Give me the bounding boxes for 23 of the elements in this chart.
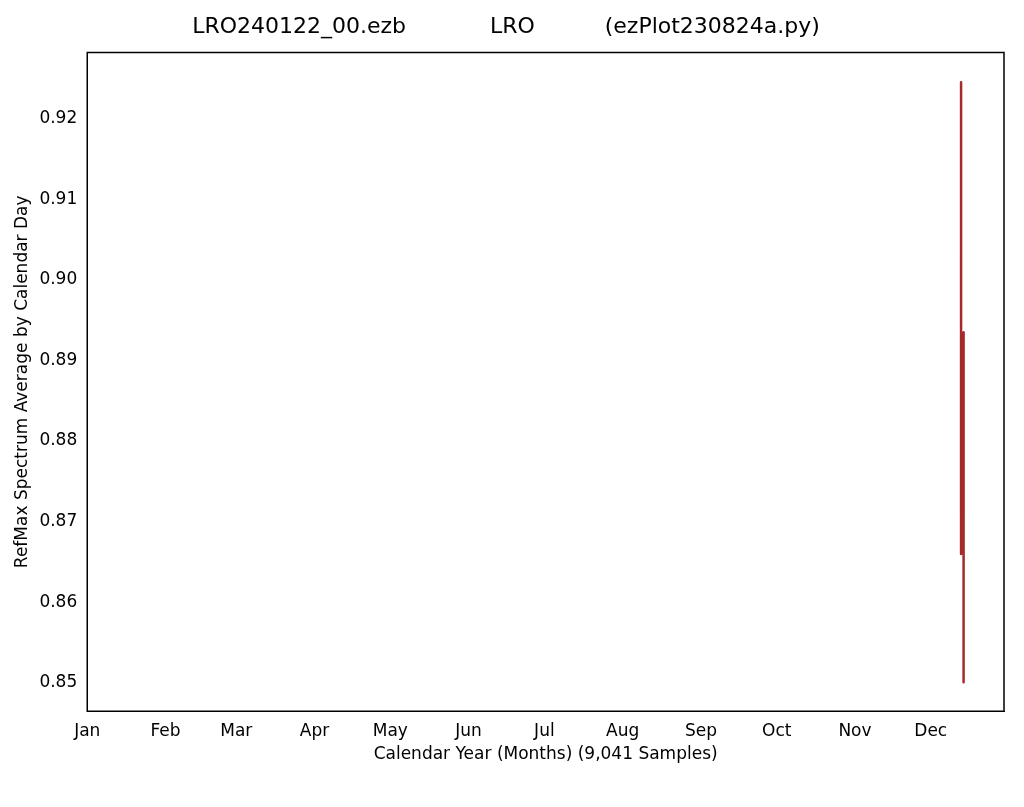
- y-tick-label: 0.89: [39, 348, 78, 369]
- x-tick-label: Oct: [762, 719, 792, 740]
- x-axis-title: Calendar Year (Months) (9,041 Samples): [373, 743, 718, 764]
- y-tick-label: 0.88: [39, 429, 78, 450]
- x-tick-label: Dec: [914, 719, 948, 740]
- x-tick-label: Jul: [533, 719, 555, 740]
- x-tick-label: Nov: [838, 719, 872, 740]
- y-tick-label: 0.91: [39, 187, 78, 208]
- y-tick-label: 0.92: [39, 106, 78, 127]
- x-tick-label: Jun: [454, 719, 482, 740]
- x-tick-label: Apr: [299, 719, 330, 740]
- y-tick-label: 0.85: [39, 671, 78, 692]
- y-tick-label: 0.90: [39, 268, 78, 289]
- x-tick-label: Jan: [73, 719, 101, 740]
- x-tick-label: Aug: [606, 719, 640, 740]
- x-tick-label: Mar: [220, 719, 253, 740]
- y-axis-title: RefMax Spectrum Average by Calendar Day: [10, 195, 31, 569]
- x-tick-label: Sep: [684, 719, 717, 740]
- chart-title: LRO240122_00.ezb LRO (ezPlot230824a.py): [192, 12, 820, 39]
- x-tick-label: May: [372, 719, 408, 740]
- y-tick-label: 0.86: [39, 590, 78, 611]
- y-tick-label: 0.87: [39, 510, 78, 531]
- x-tick-label: Feb: [150, 719, 181, 740]
